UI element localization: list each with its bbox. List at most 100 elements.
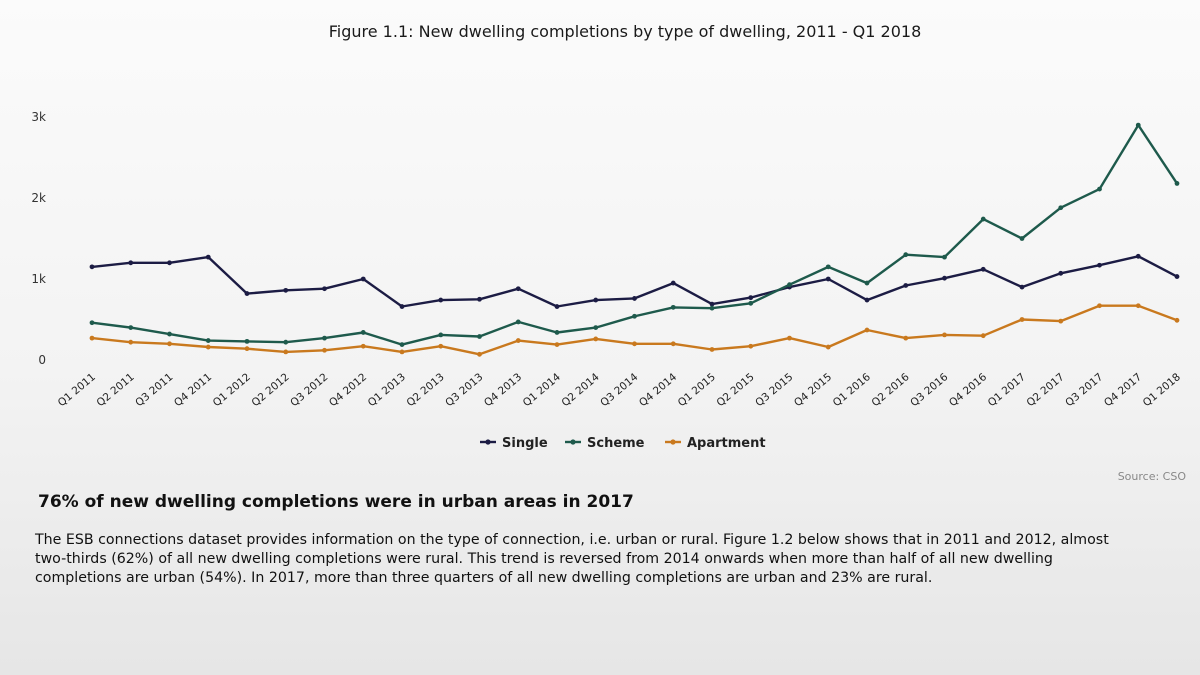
y-tick-label: 2k (31, 191, 46, 205)
data-point (1058, 205, 1064, 211)
data-point (1174, 317, 1180, 323)
data-point (89, 320, 95, 326)
data-point (477, 334, 482, 339)
data-point (438, 343, 444, 349)
x-tick-label: Q4 2017 (1102, 371, 1144, 409)
data-point (864, 280, 870, 286)
legend-item: Single (480, 436, 548, 451)
x-tick-label: Q3 2015 (753, 371, 795, 409)
legend: Single Scheme Apartment (480, 436, 766, 451)
data-point (1058, 270, 1064, 276)
x-tick-label: Q2 2015 (714, 371, 756, 409)
data-point (632, 341, 637, 347)
data-point (632, 313, 637, 319)
data-point (322, 347, 327, 353)
x-tick-label: Q1 2017 (986, 371, 1028, 409)
data-point (438, 332, 444, 338)
data-point (1019, 284, 1025, 290)
legend-label: Apartment (687, 436, 766, 451)
body-line: completions are urban (54%). In 2017, mo… (35, 570, 933, 586)
x-tick-label: Q3 2016 (908, 371, 950, 409)
series-apartment (89, 303, 1180, 357)
section-headline: 76% of new dwelling completions were in … (38, 492, 634, 512)
x-tick-label: Q4 2013 (482, 371, 524, 409)
data-point (1097, 262, 1102, 268)
data-point (515, 338, 521, 343)
data-point (205, 338, 211, 343)
series-single (89, 253, 1180, 309)
x-tick-label: Q2 2013 (404, 371, 446, 409)
data-point (128, 325, 134, 330)
x-tick-label: Q3 2017 (1063, 371, 1105, 409)
x-tick-label: Q1 2016 (831, 371, 873, 409)
legend-marker (570, 439, 576, 445)
data-point (670, 304, 676, 310)
x-tick-label: Q4 2012 (327, 371, 369, 409)
data-point (128, 339, 134, 345)
data-point (942, 332, 947, 338)
data-point (1174, 181, 1180, 186)
data-point (670, 341, 676, 347)
x-tick-label: Q1 2018 (1141, 371, 1183, 409)
x-tick-label: Q4 2015 (792, 371, 834, 409)
data-point (903, 252, 909, 258)
x-tick-label: Q2 2011 (94, 371, 136, 409)
legend-marker (485, 439, 491, 445)
data-point (709, 301, 715, 307)
data-point (825, 264, 831, 270)
data-point (748, 295, 754, 301)
body-line: two-thirds (62%) of all new dwelling com… (35, 551, 1053, 567)
chart-title: Figure 1.1: New dwelling completions by … (328, 22, 922, 41)
data-point (167, 331, 172, 337)
data-point (825, 276, 831, 282)
x-tick-label: Q4 2014 (637, 371, 679, 409)
data-point (477, 351, 482, 357)
x-tick-label: Q3 2012 (288, 371, 330, 409)
data-point (360, 330, 366, 335)
data-point (438, 297, 444, 303)
data-point (709, 305, 715, 311)
x-tick-label: Q1 2015 (676, 371, 718, 409)
x-tick-label: Q3 2011 (133, 371, 175, 409)
data-point (864, 327, 870, 333)
legend-item: Apartment (665, 436, 766, 451)
y-tick-label: 1k (31, 272, 46, 286)
x-tick-label: Q2 2012 (249, 371, 291, 409)
data-point (1135, 303, 1141, 309)
data-point (89, 335, 95, 341)
x-tick-label: Q4 2011 (172, 371, 214, 409)
data-point (593, 336, 599, 342)
x-tick-label: Q1 2012 (211, 371, 253, 409)
data-point (515, 319, 521, 325)
y-tick-label: 3k (31, 110, 46, 124)
data-point (1097, 303, 1102, 309)
x-tick-label: Q3 2013 (443, 371, 485, 409)
data-point (709, 347, 715, 352)
x-tick-label: Q1 2014 (521, 371, 563, 409)
data-point (1019, 317, 1025, 322)
x-tick-label: Q1 2013 (366, 371, 408, 409)
data-point (283, 349, 289, 355)
body-line: The ESB connections dataset provides inf… (35, 532, 1109, 548)
data-point (748, 300, 754, 306)
data-point (1097, 186, 1102, 192)
data-point (1135, 253, 1141, 259)
data-point (205, 254, 211, 260)
data-point (399, 342, 405, 348)
data-point (283, 339, 289, 345)
series-line (91, 304, 1178, 356)
data-point (1135, 122, 1141, 128)
data-point (825, 344, 831, 350)
data-point (903, 283, 909, 288)
legend-marker (670, 439, 676, 445)
y-tick-label: 0 (38, 353, 46, 367)
data-point (128, 260, 134, 266)
plot-area (89, 122, 1180, 357)
data-point (593, 325, 599, 330)
data-point (554, 342, 560, 348)
data-point (632, 296, 637, 301)
legend-item: Scheme (565, 436, 645, 451)
data-point (1058, 318, 1064, 324)
